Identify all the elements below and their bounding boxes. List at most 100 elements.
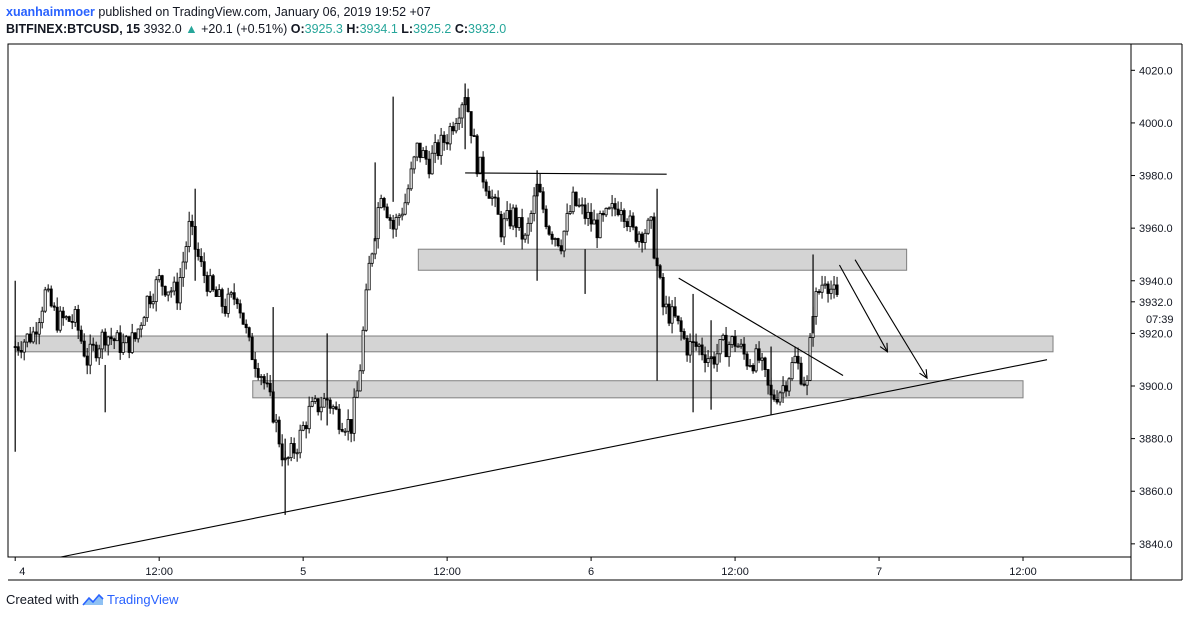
candle-body — [682, 331, 686, 339]
candle-body — [58, 310, 62, 331]
candle-body — [787, 378, 791, 392]
candle-body — [253, 359, 257, 369]
candle-body — [427, 158, 431, 175]
candle-body — [754, 348, 758, 372]
candle-body — [232, 292, 236, 300]
candle-body — [160, 275, 164, 287]
last-price: 3932.0 — [143, 22, 182, 36]
candle-body — [541, 191, 545, 210]
candle-body — [343, 430, 347, 433]
candle-body — [376, 207, 380, 240]
candle-body — [781, 385, 785, 394]
candle-body — [28, 333, 32, 343]
candle-body — [736, 345, 740, 348]
candle-body — [652, 216, 656, 259]
price-tick-label: 3960.0 — [1139, 223, 1173, 235]
candle-body — [355, 390, 359, 398]
candle-body — [835, 284, 839, 295]
candle-body — [430, 152, 434, 175]
symbol-label[interactable]: BITFINEX:BTCUSD, 15 — [6, 22, 141, 36]
candle-body — [802, 383, 806, 386]
candle-body — [154, 279, 158, 303]
candle-body — [724, 334, 728, 358]
candle-body — [658, 265, 662, 278]
time-tick-label: 12:00 — [145, 566, 173, 578]
time-axis[interactable]: 4 12:00 5 12:00 6 12:00 7 12:00 — [14, 557, 1037, 578]
candle-body — [247, 327, 251, 338]
candle-body — [100, 331, 104, 350]
tradingview-brand-link[interactable]: TradingView — [106, 592, 179, 607]
high-value: 3934.1 — [359, 22, 398, 36]
candle-body — [199, 256, 203, 263]
time-tick-label: 5 — [300, 566, 306, 578]
time-tick-label: 12:00 — [721, 566, 749, 578]
candle-body — [142, 317, 146, 326]
candle-body — [592, 219, 596, 225]
candle-body — [487, 190, 491, 199]
candle-body — [337, 408, 341, 430]
candle-body — [544, 208, 548, 228]
candle-body — [499, 213, 503, 238]
candle-body — [229, 292, 233, 295]
candle-body — [823, 283, 827, 286]
price-change: +20.1 (+0.51%) — [201, 22, 288, 36]
candle-body — [820, 284, 824, 293]
candle-body — [388, 217, 392, 221]
candle-body — [190, 220, 194, 227]
candle-body — [82, 340, 86, 357]
candle-body — [451, 126, 455, 132]
candle-body — [460, 104, 464, 119]
tradingview-logo-icon — [82, 593, 104, 606]
candle-body — [721, 334, 725, 341]
candle-body — [382, 198, 386, 208]
trendline-3 — [678, 277, 844, 376]
candle-body — [226, 293, 230, 314]
candle-body — [796, 355, 800, 364]
candle-body — [520, 217, 524, 240]
candle-body — [37, 322, 41, 335]
candle-body — [547, 226, 551, 235]
time-tick-label: 7 — [876, 566, 882, 578]
candle-body — [676, 315, 680, 322]
candle-body — [700, 344, 704, 356]
candle-body — [454, 123, 458, 132]
candle-body — [127, 336, 131, 353]
candle-body — [472, 135, 476, 137]
candle-body — [412, 156, 416, 170]
candle-body — [511, 207, 515, 227]
candle-body — [568, 211, 572, 214]
price-axis[interactable]: 4020.0 4000.0 3980.0 3960.0 3940.0 3920.0 3900… — [1131, 65, 1174, 551]
candle-body — [295, 452, 299, 455]
time-tick-label: 6 — [588, 566, 594, 578]
price-tick-label: 3980.0 — [1139, 171, 1173, 183]
low-label: L: — [401, 22, 414, 36]
candle-body — [400, 213, 404, 217]
author-link[interactable]: xuanhaimmoer — [6, 5, 95, 19]
candle-body — [832, 284, 836, 290]
candle-body — [118, 332, 122, 353]
created-with-text: Created with — [6, 592, 79, 607]
candle-body — [103, 331, 107, 346]
candle-body — [235, 298, 239, 305]
candle-body — [364, 289, 368, 331]
zone-rect-1 — [417, 248, 908, 271]
zone-rect-2 — [14, 335, 1054, 353]
candle-body — [748, 365, 752, 367]
candle-body — [619, 210, 623, 216]
candle-body — [478, 156, 482, 175]
candle-body — [133, 332, 137, 340]
candle-body — [439, 134, 443, 157]
candle-body — [31, 331, 35, 343]
candle-body — [349, 419, 353, 434]
candle-body — [514, 207, 518, 228]
candle-body — [202, 261, 206, 276]
candle-body — [694, 341, 698, 347]
candle-body — [265, 382, 269, 385]
candle-body — [484, 181, 488, 192]
candle-body — [55, 306, 59, 331]
candle-body — [379, 198, 383, 209]
candle-body — [664, 303, 668, 308]
open-label: O: — [290, 22, 305, 36]
high-label: H: — [346, 22, 360, 36]
